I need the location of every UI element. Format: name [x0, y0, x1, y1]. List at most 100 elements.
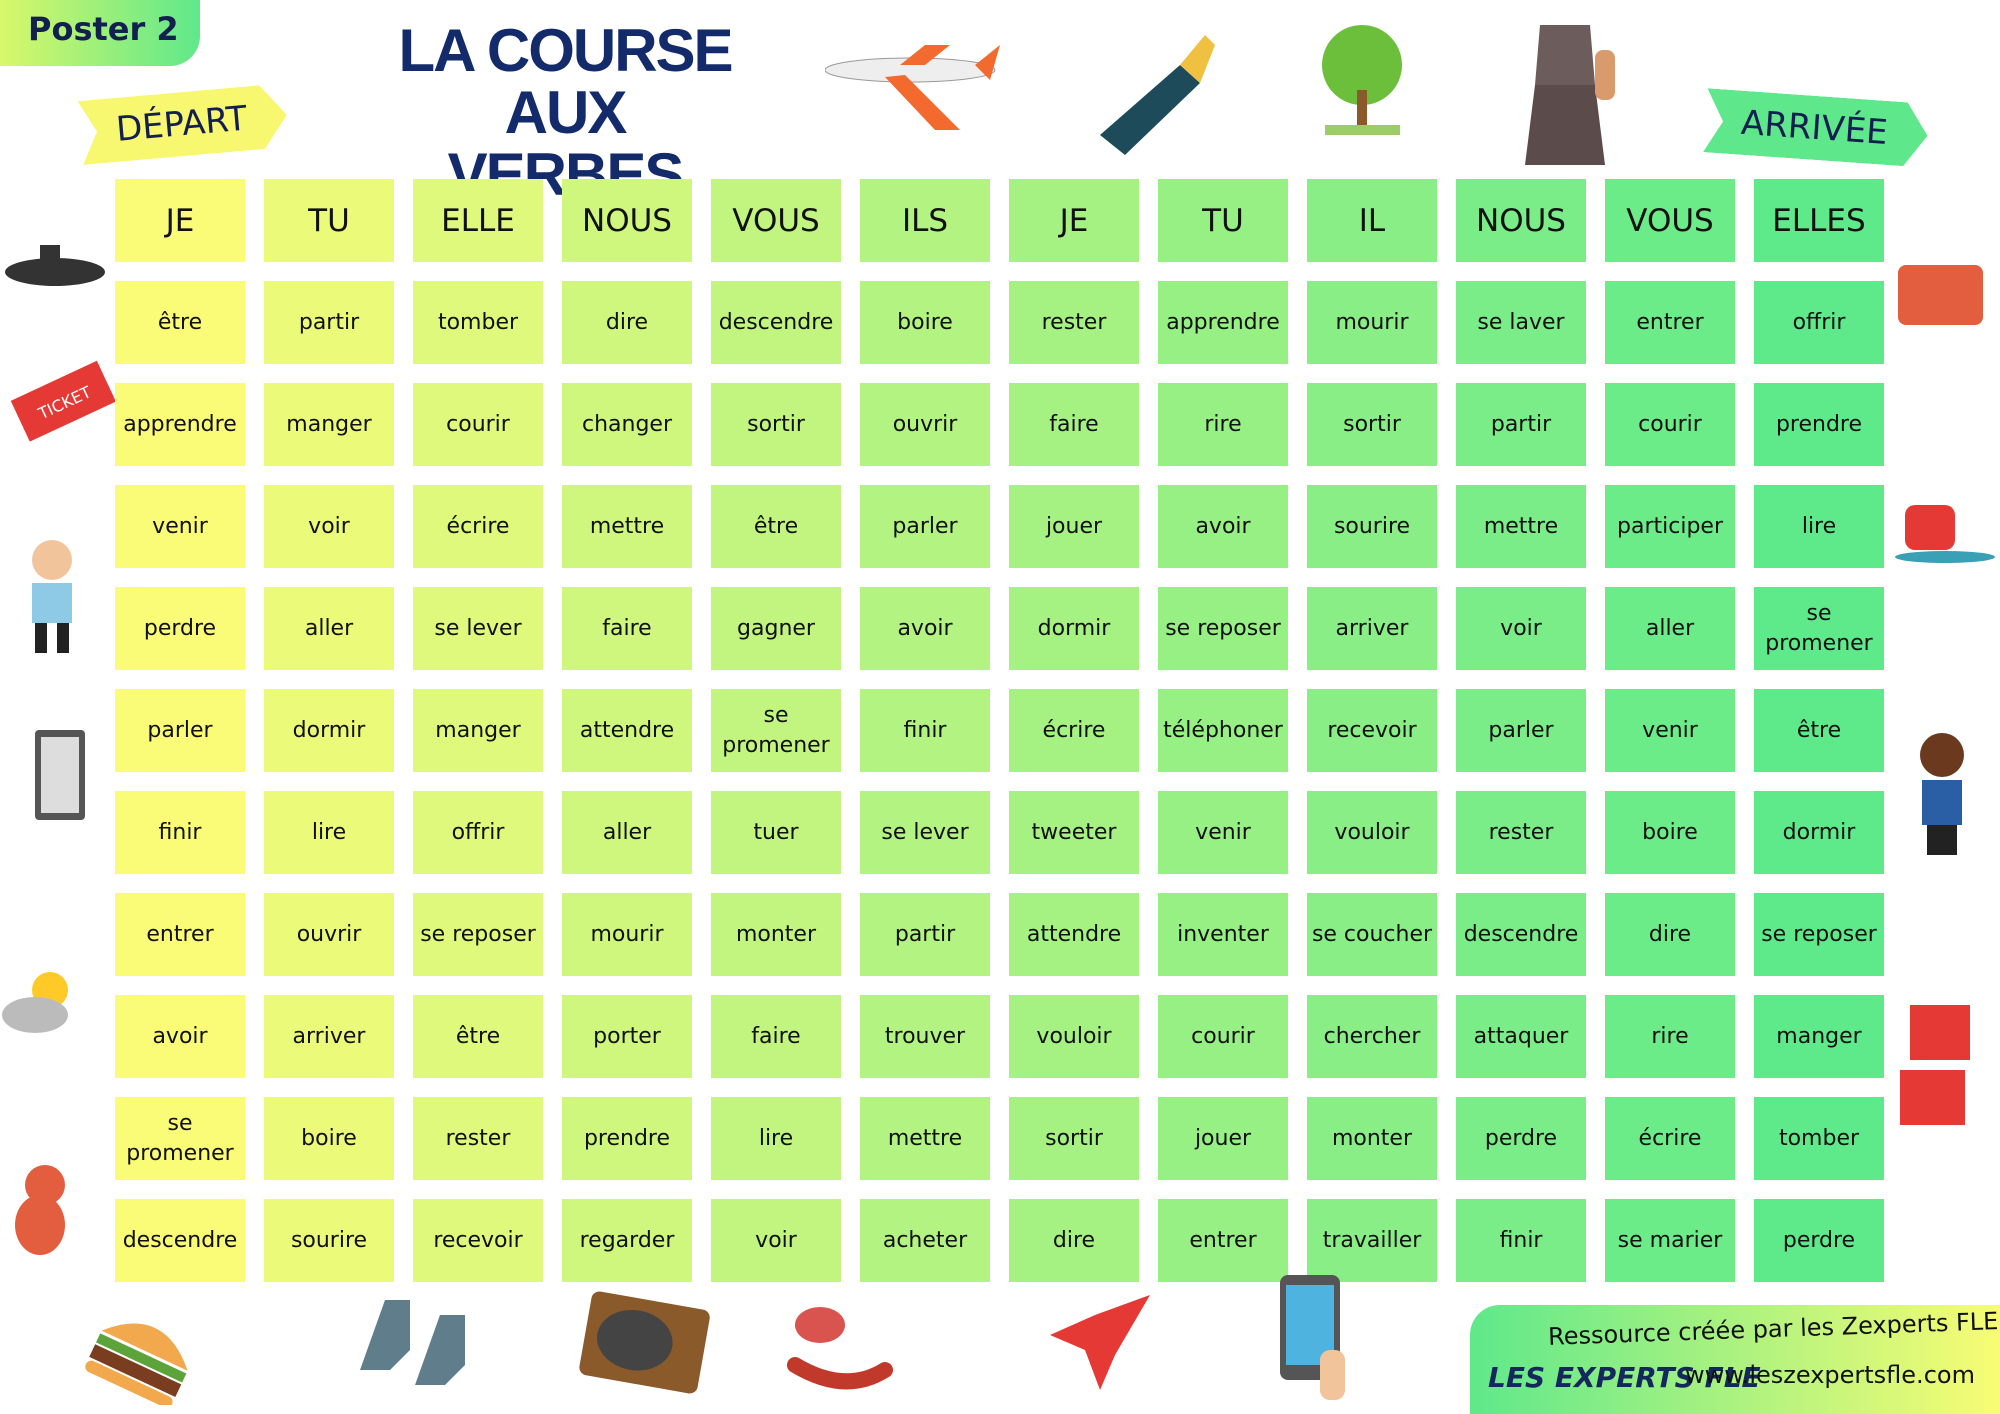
verb-cell[interactable]: se lever [860, 791, 990, 874]
verb-cell[interactable]: se coucher [1307, 893, 1437, 976]
pronoun-cell[interactable]: ILS [860, 179, 990, 262]
verb-cell[interactable]: se promener [711, 689, 841, 772]
verb-cell[interactable]: téléphoner [1158, 689, 1288, 772]
pronoun-cell[interactable]: TU [1158, 179, 1288, 262]
verb-cell[interactable]: partir [860, 893, 990, 976]
verb-cell[interactable]: être [413, 995, 543, 1078]
verb-cell[interactable]: parler [860, 485, 990, 568]
verb-cell[interactable]: participer [1605, 485, 1735, 568]
verb-cell[interactable]: entrer [1158, 1199, 1288, 1282]
verb-cell[interactable]: mettre [562, 485, 692, 568]
verb-cell[interactable]: sourire [1307, 485, 1437, 568]
verb-cell[interactable]: aller [562, 791, 692, 874]
verb-cell[interactable]: acheter [860, 1199, 990, 1282]
verb-cell[interactable]: venir [115, 485, 245, 568]
verb-cell[interactable]: rester [1009, 281, 1139, 364]
verb-cell[interactable]: se reposer [413, 893, 543, 976]
verb-cell[interactable]: être [711, 485, 841, 568]
verb-cell[interactable]: dire [562, 281, 692, 364]
verb-cell[interactable]: prendre [1754, 383, 1884, 466]
verb-cell[interactable]: descendre [711, 281, 841, 364]
verb-cell[interactable]: tomber [1754, 1097, 1884, 1180]
verb-cell[interactable]: offrir [413, 791, 543, 874]
website-link[interactable]: www.leszexpertsfle.com [1685, 1361, 1975, 1389]
verb-cell[interactable]: écrire [1605, 1097, 1735, 1180]
verb-cell[interactable]: porter [562, 995, 692, 1078]
verb-cell[interactable]: se reposer [1158, 587, 1288, 670]
verb-cell[interactable]: tweeter [1009, 791, 1139, 874]
verb-cell[interactable]: recevoir [413, 1199, 543, 1282]
verb-cell[interactable]: sourire [264, 1199, 394, 1282]
verb-cell[interactable]: rester [1456, 791, 1586, 874]
verb-cell[interactable]: mourir [1307, 281, 1437, 364]
verb-cell[interactable]: écrire [413, 485, 543, 568]
verb-cell[interactable]: apprendre [1158, 281, 1288, 364]
verb-cell[interactable]: se marier [1605, 1199, 1735, 1282]
pronoun-cell[interactable]: VOUS [1605, 179, 1735, 262]
verb-cell[interactable]: apprendre [115, 383, 245, 466]
verb-cell[interactable]: regarder [562, 1199, 692, 1282]
verb-cell[interactable]: se lever [413, 587, 543, 670]
verb-cell[interactable]: inventer [1158, 893, 1288, 976]
verb-cell[interactable]: perdre [1754, 1199, 1884, 1282]
verb-cell[interactable]: manger [264, 383, 394, 466]
verb-cell[interactable]: finir [1456, 1199, 1586, 1282]
verb-cell[interactable]: lire [1754, 485, 1884, 568]
verb-cell[interactable]: courir [1605, 383, 1735, 466]
verb-cell[interactable]: entrer [1605, 281, 1735, 364]
pronoun-cell[interactable]: NOUS [562, 179, 692, 262]
verb-cell[interactable]: perdre [115, 587, 245, 670]
verb-cell[interactable]: attaquer [1456, 995, 1586, 1078]
verb-cell[interactable]: être [115, 281, 245, 364]
verb-cell[interactable]: dormir [1009, 587, 1139, 670]
verb-cell[interactable]: jouer [1158, 1097, 1288, 1180]
verb-cell[interactable]: vouloir [1009, 995, 1139, 1078]
pronoun-cell[interactable]: JE [1009, 179, 1139, 262]
verb-cell[interactable]: attendre [1009, 893, 1139, 976]
verb-cell[interactable]: finir [860, 689, 990, 772]
verb-cell[interactable]: rire [1605, 995, 1735, 1078]
pronoun-cell[interactable]: IL [1307, 179, 1437, 262]
verb-cell[interactable]: dire [1605, 893, 1735, 976]
verb-cell[interactable]: parler [115, 689, 245, 772]
verb-cell[interactable]: dormir [1754, 791, 1884, 874]
verb-cell[interactable]: vouloir [1307, 791, 1437, 874]
verb-cell[interactable]: boire [264, 1097, 394, 1180]
verb-cell[interactable]: se reposer [1754, 893, 1884, 976]
verb-cell[interactable]: voir [711, 1199, 841, 1282]
verb-cell[interactable]: lire [264, 791, 394, 874]
verb-cell[interactable]: attendre [562, 689, 692, 772]
verb-cell[interactable]: rester [413, 1097, 543, 1180]
verb-cell[interactable]: perdre [1456, 1097, 1586, 1180]
verb-cell[interactable]: arriver [264, 995, 394, 1078]
verb-cell[interactable]: sortir [1307, 383, 1437, 466]
verb-cell[interactable]: recevoir [1307, 689, 1437, 772]
pronoun-cell[interactable]: JE [115, 179, 245, 262]
verb-cell[interactable]: ouvrir [264, 893, 394, 976]
verb-cell[interactable]: venir [1605, 689, 1735, 772]
verb-cell[interactable]: aller [1605, 587, 1735, 670]
verb-cell[interactable]: parler [1456, 689, 1586, 772]
verb-cell[interactable]: dormir [264, 689, 394, 772]
verb-cell[interactable]: monter [1307, 1097, 1437, 1180]
verb-cell[interactable]: changer [562, 383, 692, 466]
verb-cell[interactable]: faire [1009, 383, 1139, 466]
verb-cell[interactable]: écrire [1009, 689, 1139, 772]
pronoun-cell[interactable]: NOUS [1456, 179, 1586, 262]
verb-cell[interactable]: se promener [1754, 587, 1884, 670]
verb-cell[interactable]: travailler [1307, 1199, 1437, 1282]
verb-cell[interactable]: dire [1009, 1199, 1139, 1282]
verb-cell[interactable]: se promener [115, 1097, 245, 1180]
verb-cell[interactable]: rire [1158, 383, 1288, 466]
verb-cell[interactable]: lire [711, 1097, 841, 1180]
verb-cell[interactable]: descendre [115, 1199, 245, 1282]
verb-cell[interactable]: faire [711, 995, 841, 1078]
verb-cell[interactable]: manger [413, 689, 543, 772]
verb-cell[interactable]: aller [264, 587, 394, 670]
verb-cell[interactable]: entrer [115, 893, 245, 976]
verb-cell[interactable]: voir [264, 485, 394, 568]
verb-cell[interactable]: partir [1456, 383, 1586, 466]
verb-cell[interactable]: offrir [1754, 281, 1884, 364]
verb-cell[interactable]: mourir [562, 893, 692, 976]
verb-cell[interactable]: gagner [711, 587, 841, 670]
